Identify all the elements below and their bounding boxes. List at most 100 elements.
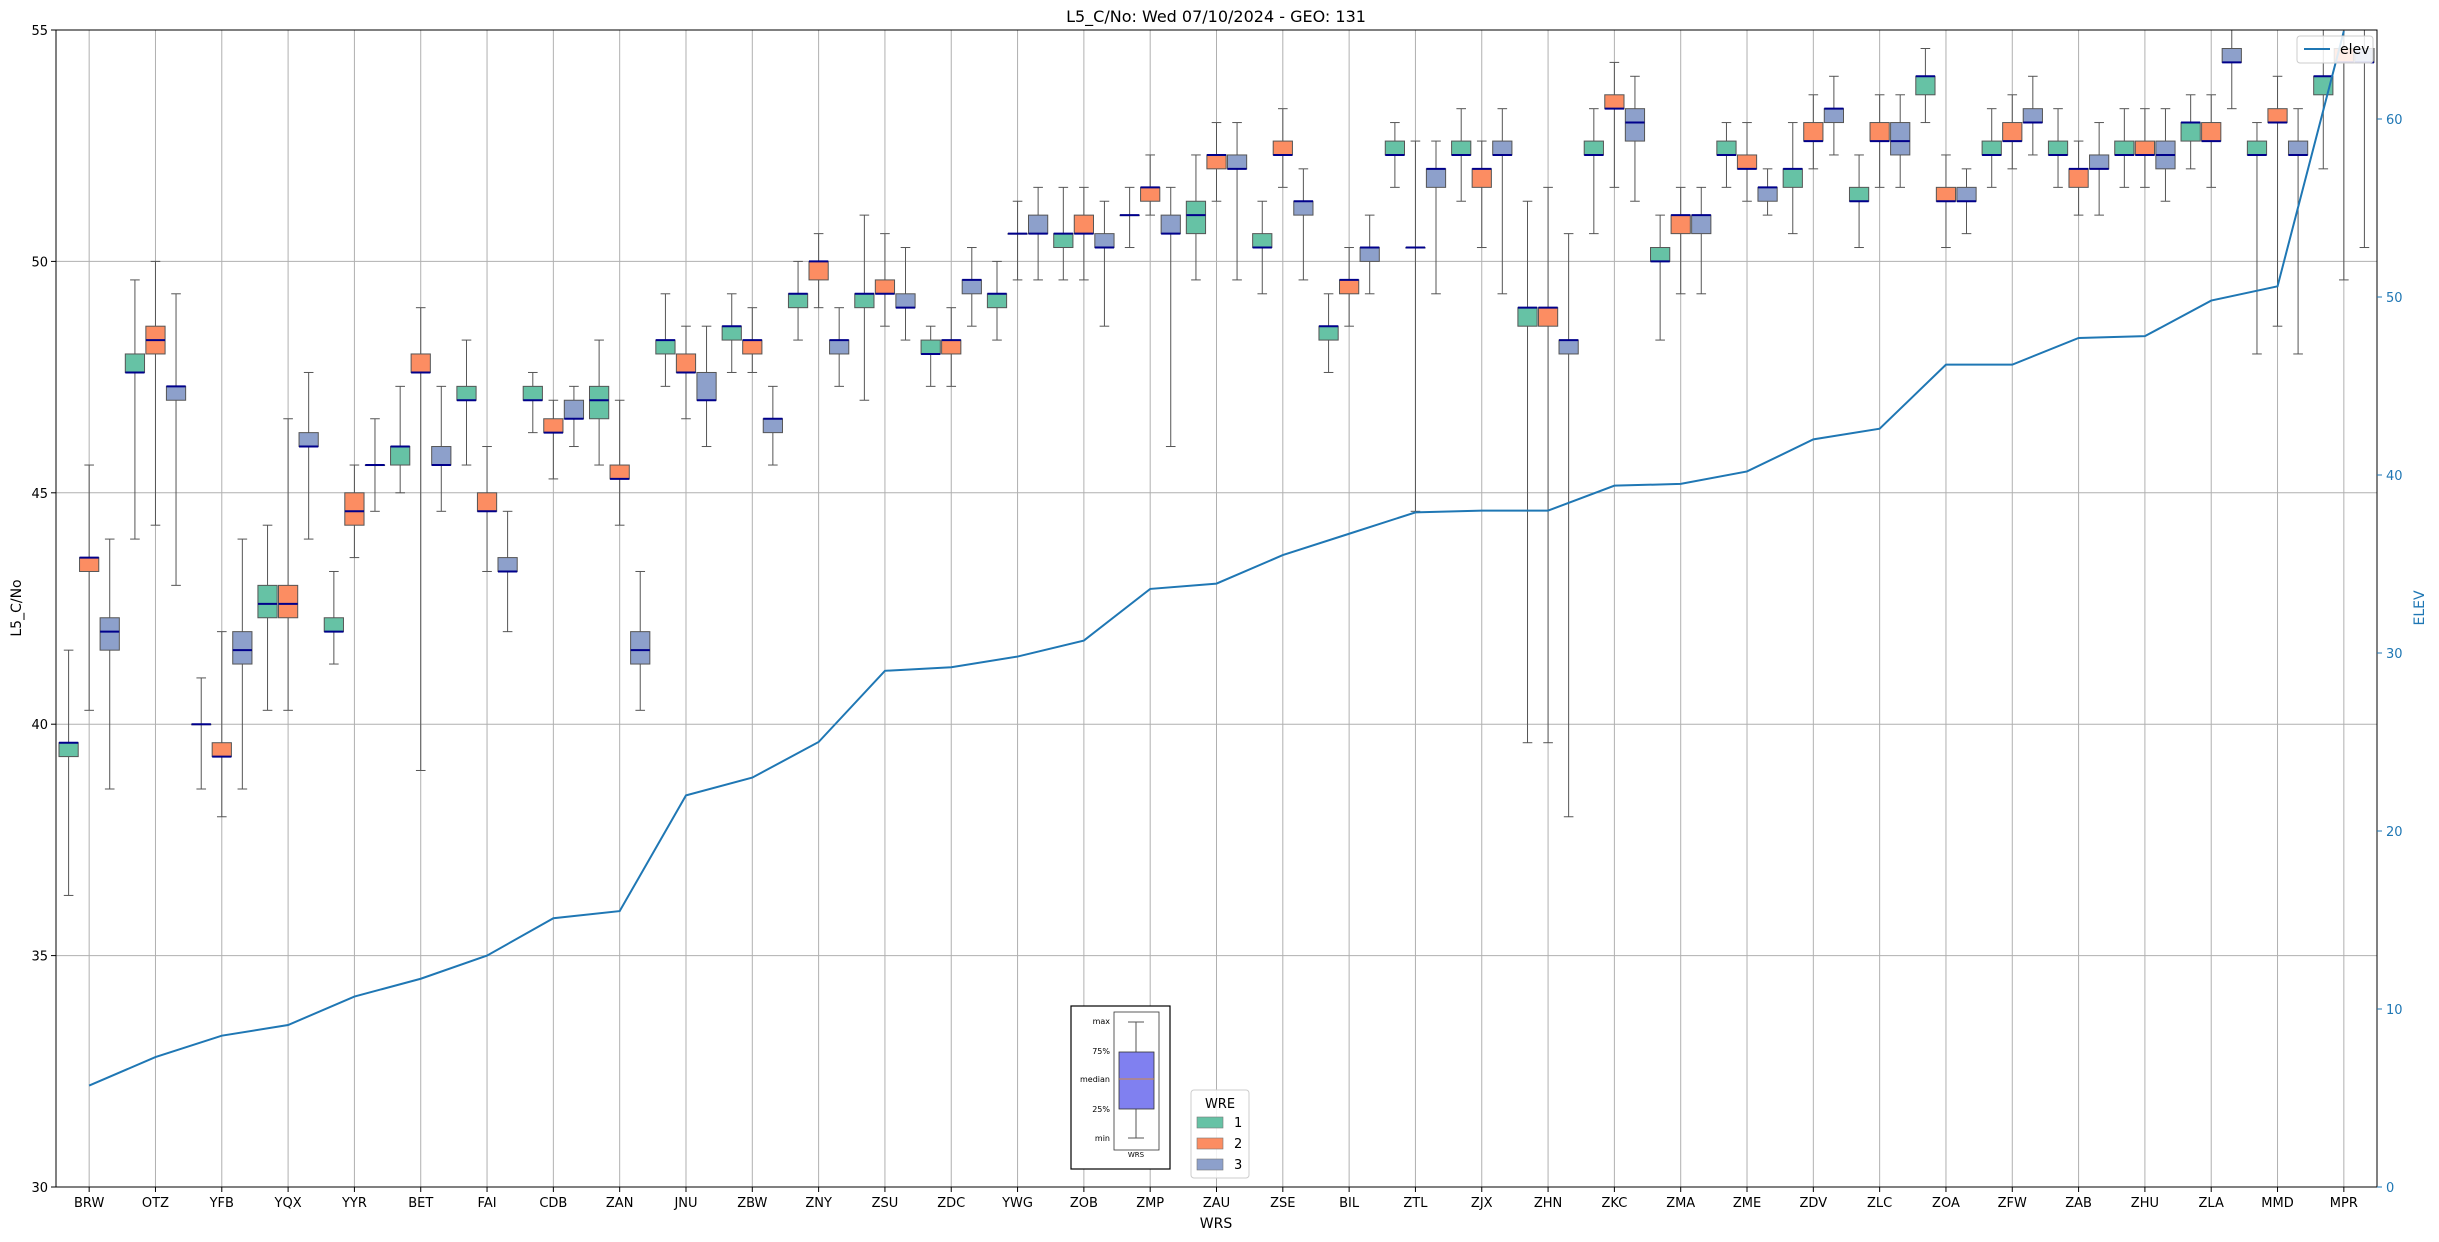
wre-legend-swatch-2 (1196, 1137, 1224, 1150)
grid-layer (56, 29, 2377, 1188)
wre-legend-title: WRE (1205, 1097, 1235, 1112)
box-cdb-wre-2 (543, 399, 564, 480)
box-iqr (1823, 108, 1845, 124)
box-zme-wre-2 (1736, 122, 1758, 202)
box-ztl-wre-1 (1384, 122, 1406, 188)
x-tick-label: ZMP (1136, 1196, 1164, 1211)
box-iqr (742, 339, 763, 355)
box-zlc-wre-3 (1890, 94, 1911, 188)
box-mmd-wre-1 (2246, 122, 2268, 355)
box-iqr (1935, 186, 1957, 202)
box-key-label-max: max (1093, 1017, 1111, 1026)
box-iqr (762, 418, 783, 434)
box-ywg-wre-3 (1027, 186, 1049, 281)
y2-tick-label: 0 (2386, 1181, 2394, 1196)
wre-legend-swatch-1 (1196, 1116, 1224, 1129)
x-tick-label: ZAB (2065, 1196, 2092, 1211)
box-cdb-wre-3 (563, 385, 585, 448)
box-zse-wre-2 (1272, 108, 1293, 188)
box-iqr (854, 293, 875, 309)
box-zny-wre-1 (787, 260, 809, 341)
box-brw-wre-1 (58, 649, 79, 896)
box-iqr (675, 353, 697, 373)
box-iqr (1736, 154, 1758, 170)
x-tick-label: ZLA (2199, 1196, 2224, 1211)
box-iqr (344, 492, 365, 526)
box-iqr (1053, 233, 1074, 249)
box-zdc-wre-3 (961, 247, 982, 327)
box-iqr (588, 385, 610, 420)
box-iqr (1206, 154, 1227, 170)
box-key-label-q3: 75% (1092, 1047, 1110, 1056)
box-iqr (2246, 140, 2268, 156)
box-zhn-wre-1 (1517, 200, 1538, 744)
box-zmp-wre-2 (1140, 154, 1161, 216)
box-zla-wre-2 (2201, 94, 2222, 188)
box-fai-wre-3 (497, 510, 518, 633)
box-zsu-wre-2 (874, 233, 896, 327)
x-tick-label: YWG (1001, 1196, 1033, 1211)
box-yqx-wre-1 (257, 524, 278, 711)
box-iqr (2134, 140, 2156, 156)
box-mmd-wre-3 (2287, 108, 2309, 355)
elev-legend-frame (2296, 35, 2374, 64)
box-key-label-q1: 25% (1092, 1105, 1110, 1114)
x-tick-label: JNU (673, 1196, 697, 1211)
x-tick-label: ZKC (1601, 1196, 1627, 1211)
box-otz-wre-1 (124, 279, 146, 540)
box-zmp-wre-3 (1160, 186, 1181, 448)
box-iqr (1981, 140, 2002, 156)
box-iqr (2022, 108, 2043, 124)
box-iqr (1583, 140, 1604, 156)
box-iqr (2114, 140, 2135, 156)
box-iqr (1425, 168, 1447, 188)
y2-tick-label: 20 (2386, 825, 2403, 840)
box-iqr (1537, 307, 1559, 327)
box-iqr (124, 353, 146, 373)
x-tick-label: ZTL (1403, 1196, 1428, 1211)
box-iqr (277, 584, 299, 619)
x-tick-label: ZME (1733, 1196, 1761, 1211)
wre-legend: WRE 1 2 3 (1190, 1089, 1250, 1179)
y2-tick-label: 50 (2386, 291, 2403, 306)
box-zhn-wre-2 (1537, 186, 1559, 744)
box-cdb-wre-1 (522, 371, 543, 434)
box-yyr-wre-3 (364, 418, 386, 512)
box-iqr (522, 385, 543, 401)
x-tick-label: OTZ (142, 1196, 169, 1211)
box-iqr (323, 617, 344, 633)
box-zjx-wre-2 (1471, 140, 1492, 249)
y2-tick-label: 10 (2386, 1003, 2403, 1018)
box-zbw-wre-3 (762, 385, 783, 466)
box-iqr (696, 371, 717, 401)
elev-line (88, 30, 2345, 1087)
box-brw-wre-3 (99, 538, 120, 790)
box-iqr (1517, 307, 1538, 327)
x-tick-label: BRW (74, 1196, 104, 1211)
wre-legend-label-3: 3 (1234, 1158, 1242, 1173)
x-tick-label: MMD (2261, 1196, 2293, 1211)
box-zkc-wre-2 (1604, 61, 1625, 188)
box-zfw-wre-2 (2002, 94, 2023, 170)
box-key-xlabel: WRS (1128, 1151, 1145, 1159)
box-yfb-wre-1 (191, 677, 212, 790)
y-tick-label: 40 (31, 718, 48, 733)
box-iqr (390, 446, 411, 466)
box-iqr (1226, 154, 1248, 170)
box-iqr (543, 418, 564, 434)
box-iqr (1492, 140, 1513, 156)
box-iqr (1027, 214, 1049, 235)
box-zse-wre-3 (1293, 168, 1314, 281)
box-zlc-wre-1 (1848, 154, 1870, 249)
box-iqr (1803, 122, 1824, 142)
y-tick-label: 30 (31, 1181, 48, 1196)
box-zma-wre-1 (1650, 214, 1671, 341)
y-tick-label: 45 (31, 487, 48, 502)
box-iqr (1604, 94, 1625, 110)
box-iqr (1956, 186, 1977, 202)
y2-axis-label: ELEV (2412, 590, 2428, 625)
box-iqr (232, 631, 253, 665)
box-iqr (655, 339, 676, 355)
box-zbw-wre-1 (721, 293, 742, 373)
box-zob-wre-1 (1053, 186, 1074, 281)
